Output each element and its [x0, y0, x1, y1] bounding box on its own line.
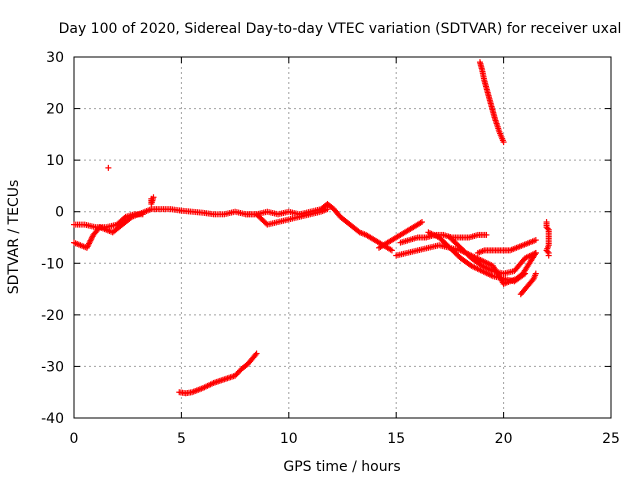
x-tick-label: 15	[387, 431, 405, 447]
data-point	[500, 139, 507, 146]
x-tick-label: 10	[280, 431, 298, 447]
series-high-arc	[476, 59, 507, 146]
track-segment	[544, 225, 551, 232]
series-diag-4	[446, 234, 539, 277]
track-segment	[416, 245, 430, 253]
series-mid-lower	[242, 206, 331, 228]
series-diag-3	[425, 229, 529, 285]
track-segment	[523, 250, 538, 261]
track-segment	[233, 209, 248, 217]
data-point	[253, 350, 260, 357]
series-diag-2	[397, 231, 490, 246]
track-segment	[190, 385, 205, 395]
series-main-track	[71, 200, 395, 254]
track-segment	[386, 235, 398, 245]
series-late-tail	[517, 270, 539, 298]
track-segment	[480, 263, 495, 274]
series-early-upper	[71, 211, 146, 231]
axis-ticks: 0 5 10 15 20 25 -40 -30 -20 -10 0 10 20 30	[41, 50, 620, 447]
data-point	[139, 211, 146, 218]
track-segment	[394, 250, 409, 259]
series-outlier	[105, 164, 112, 171]
data-point	[532, 237, 539, 244]
y-tick-label: 30	[46, 50, 64, 66]
data-point	[532, 249, 539, 256]
data-point	[545, 252, 552, 259]
series-spike	[148, 194, 157, 207]
y-tick-label: -40	[41, 411, 64, 427]
track-segment	[480, 268, 495, 279]
track-segment	[309, 209, 323, 217]
track-segment	[527, 277, 536, 286]
track-segment	[266, 219, 280, 228]
track-segment	[287, 214, 301, 223]
x-tick-label: 5	[177, 431, 186, 447]
track-segment	[143, 206, 153, 215]
track-segment	[544, 248, 551, 255]
data-point	[150, 194, 157, 201]
plot-frame	[73, 56, 612, 419]
track-segment	[521, 240, 531, 248]
y-tick-label: 20	[46, 102, 64, 118]
chart-title: Day 100 of 2020, Sidereal Day-to-day VTE…	[59, 21, 622, 37]
x-tick-label: 25	[602, 431, 620, 447]
track-segment	[508, 245, 518, 253]
y-tick-label: -30	[41, 359, 64, 375]
track-segment	[201, 380, 216, 391]
data-point	[522, 270, 529, 277]
data-point	[324, 206, 331, 213]
track-segment	[358, 229, 368, 238]
data-point	[418, 219, 425, 226]
track-segment	[223, 209, 237, 217]
track-segment	[476, 248, 486, 256]
track-segment	[437, 235, 452, 250]
track-segment	[201, 210, 215, 218]
grid	[74, 57, 611, 418]
track-segment	[512, 271, 527, 284]
series-low-arc	[176, 350, 260, 397]
track-segment	[458, 256, 474, 268]
track-segment	[239, 361, 250, 371]
y-tick-label: 10	[46, 153, 64, 169]
series-late-upper	[474, 237, 539, 256]
track-segment	[266, 209, 280, 217]
track-segment	[512, 256, 528, 273]
y-axis-label: SDTVAR / TECUs	[6, 180, 22, 295]
track-segment	[169, 206, 183, 214]
series-diag-1	[376, 219, 425, 251]
track-segment	[351, 225, 362, 235]
track-segment	[479, 68, 487, 82]
track-segment	[276, 216, 291, 225]
data-point	[532, 270, 539, 277]
track-segment	[276, 209, 291, 217]
track-segment	[254, 212, 270, 227]
track-segment	[212, 376, 226, 386]
x-axis-label: GPS time / hours	[283, 459, 400, 475]
x-tick-label: 0	[70, 431, 79, 447]
data-marks	[71, 59, 552, 397]
track-segment	[411, 219, 424, 230]
data-point	[483, 231, 490, 238]
y-tick-label: 0	[55, 205, 64, 221]
y-tick-label: -20	[41, 308, 64, 324]
series-endpoint-cluster	[543, 219, 552, 259]
track-segment	[467, 232, 480, 240]
x-tick-label: 20	[495, 431, 513, 447]
track-segment	[448, 245, 463, 260]
track-segment	[405, 247, 419, 256]
track-segment	[427, 242, 441, 251]
track-segment	[83, 222, 97, 230]
data-point	[388, 247, 395, 254]
data-point	[105, 164, 112, 171]
track-segment	[469, 256, 484, 268]
y-tick-label: -10	[41, 256, 64, 272]
track-segment	[491, 268, 505, 277]
